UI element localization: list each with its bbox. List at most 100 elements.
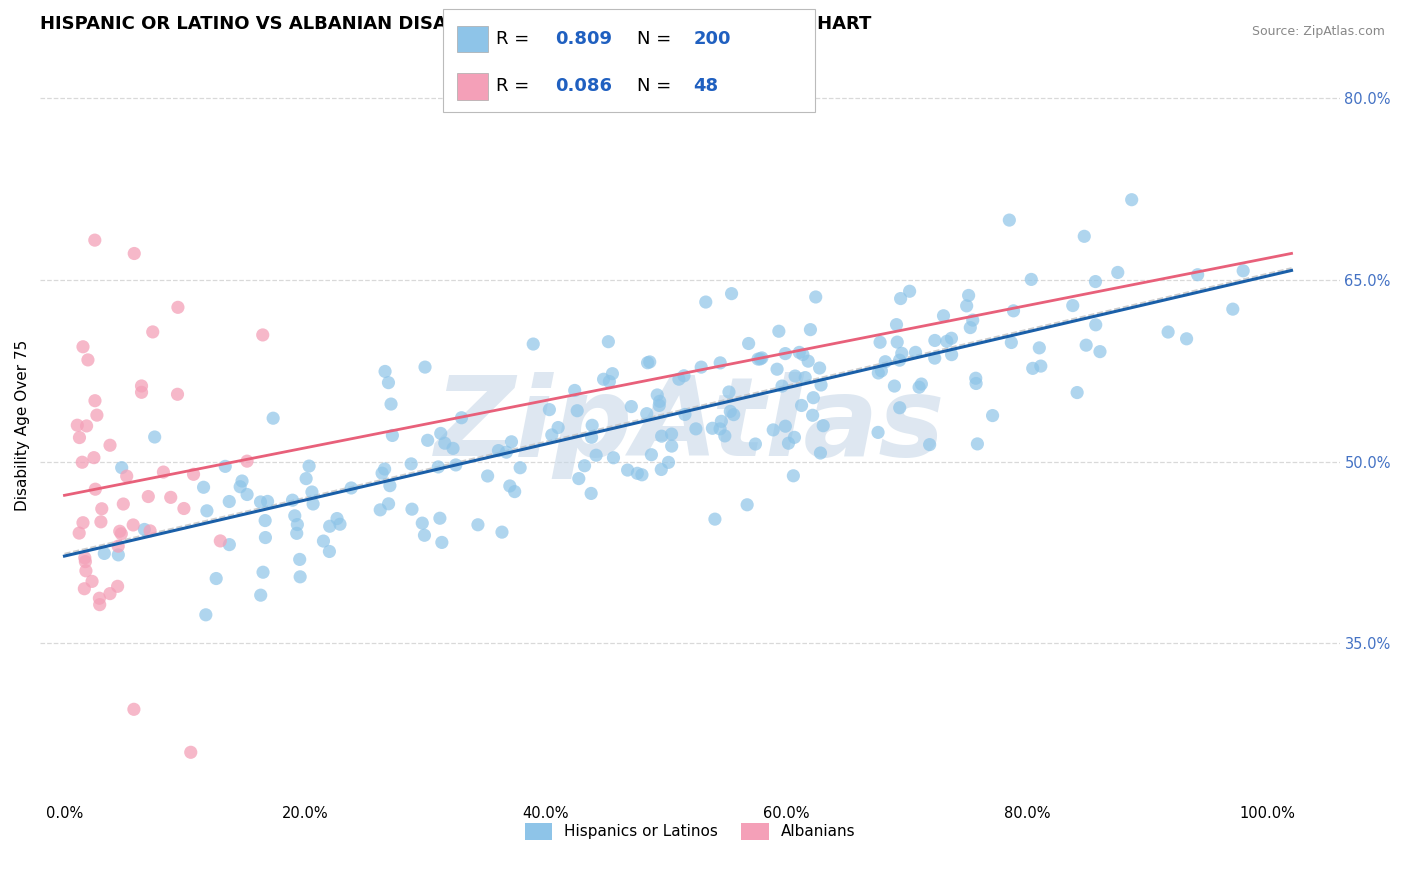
Point: [122, 246, 145, 260]
Point: [312, 534, 335, 549]
Point: [193, 480, 215, 494]
Point: [631, 467, 654, 482]
Point: [236, 487, 259, 501]
Point: [72, 340, 94, 354]
Point: [886, 335, 908, 350]
Point: [792, 347, 814, 361]
Point: [1232, 264, 1254, 278]
Point: [491, 525, 513, 540]
Point: [131, 379, 153, 393]
Point: [783, 369, 806, 384]
Text: N =: N =: [637, 78, 676, 95]
Point: [399, 457, 422, 471]
Point: [965, 376, 987, 391]
Point: [661, 439, 683, 453]
Point: [910, 377, 932, 392]
Point: [648, 394, 671, 409]
Point: [503, 484, 526, 499]
Point: [547, 420, 569, 434]
Point: [794, 370, 817, 384]
Point: [868, 366, 890, 380]
Point: [427, 459, 450, 474]
Point: [80, 574, 103, 589]
Point: [762, 423, 785, 437]
Legend: Hispanics or Latinos, Albanians: Hispanics or Latinos, Albanians: [519, 817, 862, 846]
Point: [810, 378, 832, 392]
Point: [501, 434, 523, 449]
Point: [231, 474, 253, 488]
Point: [924, 351, 946, 365]
Point: [889, 353, 911, 368]
Point: [579, 486, 602, 500]
Point: [710, 414, 733, 428]
Point: [301, 485, 323, 500]
Point: [1157, 325, 1180, 339]
Point: [717, 384, 740, 399]
Point: [737, 336, 759, 351]
Point: [218, 494, 240, 508]
Point: [673, 408, 696, 422]
Point: [775, 346, 797, 360]
Point: [285, 517, 308, 532]
Point: [768, 324, 790, 338]
Point: [581, 430, 603, 444]
Point: [73, 550, 96, 565]
Point: [377, 497, 399, 511]
Point: [288, 552, 311, 566]
Point: [107, 548, 129, 562]
Point: [377, 376, 399, 390]
Point: [84, 393, 107, 408]
Point: [236, 454, 259, 468]
Text: R =: R =: [496, 78, 536, 95]
Point: [598, 334, 620, 349]
Point: [808, 361, 831, 376]
Point: [90, 501, 112, 516]
Point: [89, 598, 111, 612]
Point: [143, 430, 166, 444]
Point: [685, 422, 707, 436]
Point: [966, 437, 988, 451]
Point: [111, 460, 134, 475]
Point: [450, 410, 472, 425]
Point: [1029, 359, 1052, 373]
Point: [411, 516, 433, 530]
Point: [416, 434, 439, 448]
Point: [585, 448, 607, 462]
Text: 48: 48: [693, 78, 718, 95]
Point: [488, 443, 510, 458]
Point: [76, 418, 98, 433]
Point: [254, 531, 277, 545]
Point: [723, 408, 745, 422]
Point: [115, 469, 138, 483]
Point: [720, 286, 742, 301]
Point: [709, 422, 731, 436]
Point: [602, 367, 624, 381]
Point: [959, 320, 981, 334]
Point: [340, 481, 363, 495]
Point: [83, 450, 105, 465]
Point: [1022, 361, 1045, 376]
Point: [72, 516, 94, 530]
Point: [886, 318, 908, 332]
Point: [620, 400, 643, 414]
Point: [180, 745, 202, 759]
Point: [538, 402, 561, 417]
Point: [167, 301, 190, 315]
Point: [302, 497, 325, 511]
Point: [166, 387, 188, 401]
Point: [183, 467, 205, 482]
Point: [107, 579, 129, 593]
Point: [430, 535, 453, 549]
Point: [98, 586, 121, 600]
Point: [288, 570, 311, 584]
Point: [810, 446, 832, 460]
Point: [702, 421, 724, 435]
Point: [152, 465, 174, 479]
Point: [1019, 272, 1042, 286]
Point: [574, 458, 596, 473]
Point: [651, 429, 673, 443]
Point: [775, 419, 797, 434]
Y-axis label: Disability Age Over 75: Disability Age Over 75: [15, 340, 30, 511]
Point: [904, 345, 927, 359]
Point: [499, 479, 522, 493]
